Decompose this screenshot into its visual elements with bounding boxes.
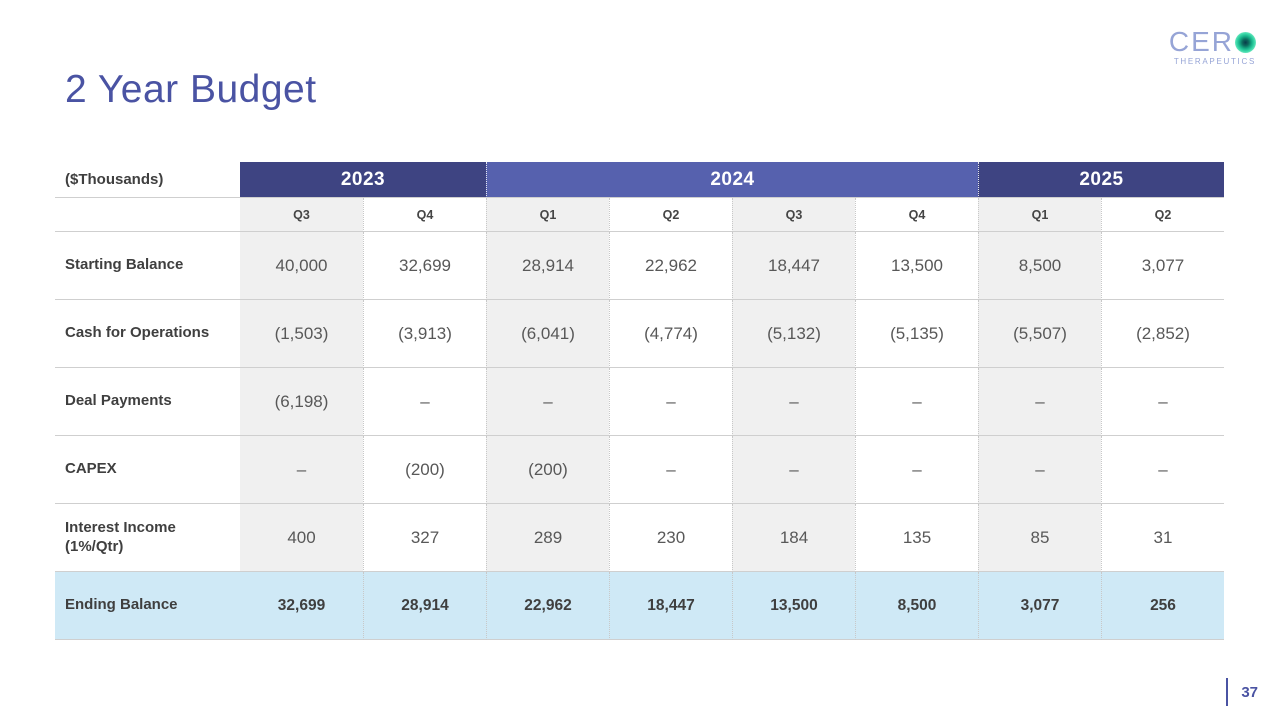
logo-target-icon <box>1235 31 1256 53</box>
value-cell: 8,500 <box>855 572 978 640</box>
value-cell: 22,962 <box>486 572 609 640</box>
value-cell: 28,914 <box>486 232 609 300</box>
logo-text: CER <box>1168 26 1234 57</box>
quarter-header: Q2 <box>609 198 732 232</box>
value-cell: – <box>732 436 855 504</box>
value-cell: 85 <box>978 504 1101 572</box>
quarter-header: Q3 <box>240 198 363 232</box>
year-header-2024: 2024 <box>486 162 978 198</box>
quarter-header: Q2 <box>1101 198 1224 232</box>
value-cell: (6,041) <box>486 300 609 368</box>
page-title: 2 Year Budget <box>65 68 317 111</box>
value-cell: 8,500 <box>978 232 1101 300</box>
logo-wordmark: CER <box>1169 28 1256 56</box>
quarter-header: Q4 <box>363 198 486 232</box>
value-cell: – <box>609 436 732 504</box>
company-logo: CER THERAPEUTICS <box>1169 28 1256 66</box>
value-cell: (5,507) <box>978 300 1101 368</box>
value-cell: 13,500 <box>855 232 978 300</box>
year-header-2025: 2025 <box>978 162 1224 198</box>
value-cell: – <box>978 368 1101 436</box>
row-label: Starting Balance <box>55 232 240 300</box>
value-cell: 327 <box>363 504 486 572</box>
row-label: Deal Payments <box>55 368 240 436</box>
value-cell: 28,914 <box>363 572 486 640</box>
value-cell: 184 <box>732 504 855 572</box>
quarter-header: Q1 <box>486 198 609 232</box>
value-cell: (5,132) <box>732 300 855 368</box>
budget-table: ($Thousands) 2023 2024 2025 Q3 Q4 Q1 Q2 Q3 Q4 Q1 Q2… <box>55 162 1224 640</box>
quarter-header: Q4 <box>855 198 978 232</box>
value-cell: – <box>855 368 978 436</box>
value-cell: (1,503) <box>240 300 363 368</box>
value-cell: – <box>1101 436 1224 504</box>
value-cell: 31 <box>1101 504 1224 572</box>
value-cell: – <box>855 436 978 504</box>
value-cell: (5,135) <box>855 300 978 368</box>
value-cell: (2,852) <box>1101 300 1224 368</box>
units-label: ($Thousands) <box>55 162 240 198</box>
row-label: Cash for Operations <box>55 300 240 368</box>
value-cell: – <box>978 436 1101 504</box>
quarter-header: Q3 <box>732 198 855 232</box>
row-label: Ending Balance <box>55 572 240 640</box>
value-cell: – <box>240 436 363 504</box>
row-label: CAPEX <box>55 436 240 504</box>
value-cell: 40,000 <box>240 232 363 300</box>
value-cell: – <box>486 368 609 436</box>
value-cell: (6,198) <box>240 368 363 436</box>
value-cell: (200) <box>486 436 609 504</box>
value-cell: 256 <box>1101 572 1224 640</box>
value-cell: 3,077 <box>1101 232 1224 300</box>
quarter-header: Q1 <box>978 198 1101 232</box>
quarter-header-spacer <box>55 198 240 232</box>
value-cell: (4,774) <box>609 300 732 368</box>
value-cell: – <box>363 368 486 436</box>
value-cell: 289 <box>486 504 609 572</box>
value-cell: 230 <box>609 504 732 572</box>
page-number-divider <box>1226 678 1229 706</box>
value-cell: 18,447 <box>609 572 732 640</box>
value-cell: 3,077 <box>978 572 1101 640</box>
value-cell: 13,500 <box>732 572 855 640</box>
footer: 37 <box>1226 678 1258 706</box>
value-cell: – <box>609 368 732 436</box>
page-number: 37 <box>1241 683 1258 701</box>
value-cell: 32,699 <box>363 232 486 300</box>
value-cell: – <box>1101 368 1224 436</box>
year-header-2023: 2023 <box>240 162 486 198</box>
value-cell: 32,699 <box>240 572 363 640</box>
value-cell: 135 <box>855 504 978 572</box>
row-label: Interest Income (1%/Qtr) <box>55 504 240 572</box>
value-cell: – <box>732 368 855 436</box>
value-cell: (200) <box>363 436 486 504</box>
value-cell: 18,447 <box>732 232 855 300</box>
value-cell: 22,962 <box>609 232 732 300</box>
value-cell: (3,913) <box>363 300 486 368</box>
value-cell: 400 <box>240 504 363 572</box>
logo-subtitle: THERAPEUTICS <box>1173 57 1256 66</box>
